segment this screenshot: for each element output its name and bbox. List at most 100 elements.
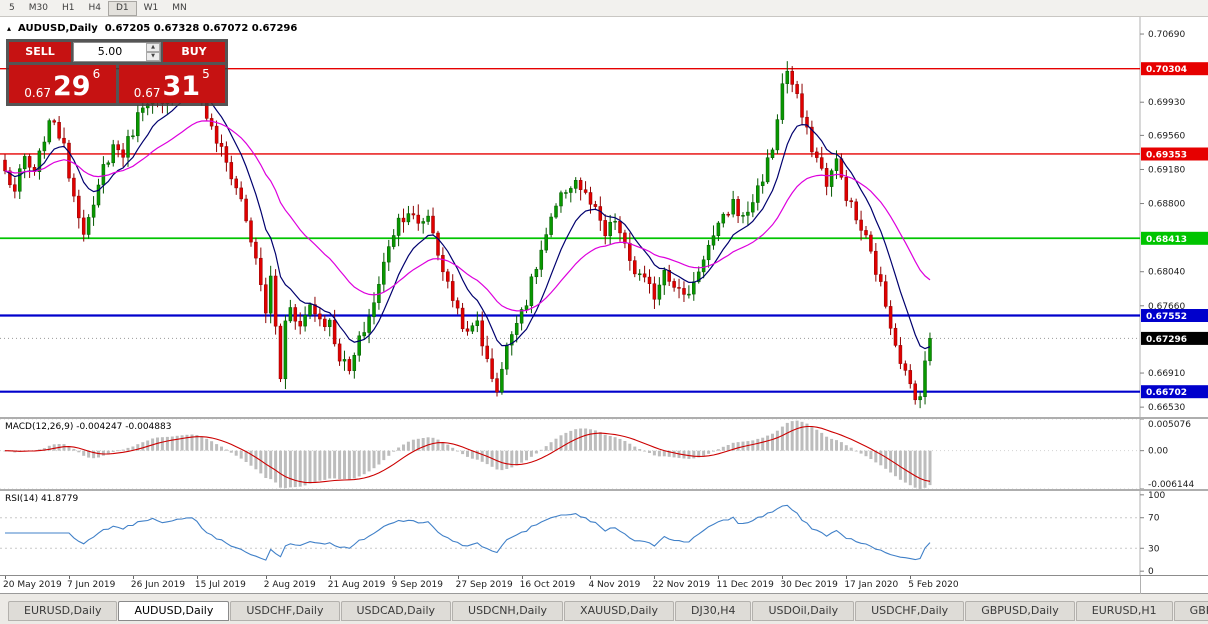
svg-text:0.67552: 0.67552 bbox=[1146, 312, 1187, 322]
svg-text:0.00: 0.00 bbox=[1148, 447, 1168, 457]
chart-tab-xauusd-daily[interactable]: XAUUSD,Daily bbox=[564, 601, 674, 621]
time-axis-tick bbox=[521, 576, 523, 579]
time-axis-tick bbox=[654, 576, 656, 579]
chart-tab-eurusd-daily[interactable]: EURUSD,Daily bbox=[8, 601, 118, 621]
svg-text:0.68040: 0.68040 bbox=[1148, 268, 1185, 278]
time-axis-label: 15 Jul 2019 bbox=[194, 580, 246, 590]
chart-tab-usdoil-daily[interactable]: USDOil,Daily bbox=[752, 601, 855, 621]
axis-corner-separator bbox=[1140, 576, 1141, 594]
svg-text:0.66910: 0.66910 bbox=[1148, 369, 1185, 379]
volume-input[interactable]: 5.00 bbox=[97, 45, 123, 58]
buy-price-big-digits: 31 bbox=[162, 71, 201, 102]
price-chart-canvas[interactable]: 0.70690 0.69930 0.69560 0.69180 0.68800 0.680… bbox=[0, 17, 1208, 417]
rsi-label: RSI(14) 41.8779 bbox=[5, 494, 79, 504]
svg-text:0.67296: 0.67296 bbox=[1146, 335, 1187, 345]
svg-text:0.69180: 0.69180 bbox=[1148, 165, 1185, 175]
chart-tab-usdcnh-daily[interactable]: USDCNH,Daily bbox=[452, 601, 564, 621]
sell-price-button[interactable]: 0.67 29 6 bbox=[9, 65, 116, 103]
time-axis-tick bbox=[457, 576, 459, 579]
chart-title: AUDUSD,Daily bbox=[18, 23, 98, 34]
buy-price-prefix: 0.67 bbox=[133, 86, 161, 100]
time-axis-tick bbox=[718, 576, 720, 579]
chart-tab-bar: EURUSD,Daily AUDUSD,Daily USDCHF,Daily USDC… bbox=[0, 593, 1208, 624]
time-axis-tick bbox=[196, 576, 198, 579]
time-axis-tick bbox=[846, 576, 848, 579]
svg-text:0.68800: 0.68800 bbox=[1148, 200, 1185, 210]
volume-down-icon[interactable]: ▼ bbox=[146, 52, 160, 61]
time-axis-tick bbox=[265, 576, 267, 579]
svg-text:30: 30 bbox=[1148, 544, 1160, 554]
timeframe-button-h4[interactable]: H4 bbox=[88, 2, 101, 13]
svg-text:0.66702: 0.66702 bbox=[1146, 388, 1187, 398]
chart-ohlc-values: 0.67205 0.67328 0.67072 0.67296 bbox=[104, 23, 298, 34]
time-axis-tick bbox=[68, 576, 70, 579]
chart-tab-usdchf-daily[interactable]: USDCHF,Daily bbox=[855, 601, 965, 621]
main-price-pane: 0.70690 0.69930 0.69560 0.69180 0.68800 0.680… bbox=[0, 17, 1208, 417]
chart-tab-audusd-daily[interactable]: AUDUSD,Daily bbox=[118, 601, 230, 621]
time-axis-label: 2 Aug 2019 bbox=[263, 580, 316, 590]
timeframe-button-w1[interactable]: W1 bbox=[143, 2, 159, 13]
volume-spinner: ▲ ▼ bbox=[146, 43, 160, 61]
chart-tab-dj30-h4[interactable]: DJ30,H4 bbox=[674, 601, 752, 621]
sell-price-pip-digit: 6 bbox=[92, 67, 101, 81]
chart-tab-eurusd-h1[interactable]: EURUSD,H1 bbox=[1075, 601, 1173, 621]
sell-price-big-digits: 29 bbox=[53, 71, 91, 102]
time-axis-label: 9 Sep 2019 bbox=[391, 580, 443, 590]
time-axis-label: 7 Jun 2019 bbox=[66, 580, 116, 590]
rsi-chart-canvas[interactable]: 100 70 30 0 bbox=[0, 491, 1208, 575]
time-axis-label: 22 Nov 2019 bbox=[652, 580, 711, 590]
chart-tab-usdcad-daily[interactable]: USDCAD,Daily bbox=[340, 601, 452, 621]
one-click-trading-panel: SELL 5.00 ▲ ▼ BUY 0.67 29 6 0.67 bbox=[6, 39, 228, 106]
svg-text:100: 100 bbox=[1148, 491, 1165, 501]
time-axis-label: 30 Dec 2019 bbox=[780, 580, 838, 590]
svg-text:0.005076: 0.005076 bbox=[1148, 420, 1191, 430]
timeframe-button-d1[interactable]: D1 bbox=[107, 0, 137, 16]
time-axis-tick bbox=[782, 576, 784, 579]
time-axis-tick bbox=[910, 576, 912, 579]
time-axis-tick bbox=[132, 576, 134, 579]
svg-text:0.68413: 0.68413 bbox=[1146, 235, 1187, 245]
svg-text:0.67660: 0.67660 bbox=[1148, 302, 1185, 312]
timeframe-button-mn[interactable]: MN bbox=[172, 2, 187, 13]
svg-text:0.69560: 0.69560 bbox=[1148, 131, 1185, 141]
sell-button[interactable]: SELL bbox=[9, 42, 71, 62]
svg-text:0: 0 bbox=[1148, 567, 1154, 575]
time-axis-label: 20 May 2019 bbox=[3, 580, 62, 590]
svg-text:0.69930: 0.69930 bbox=[1148, 98, 1185, 108]
buy-price-pip-digit: 5 bbox=[202, 67, 210, 81]
time-axis-label: 11 Dec 2019 bbox=[716, 580, 774, 590]
time-axis-tick bbox=[590, 576, 592, 579]
timeframe-toolbar: 5 M30 H1 H4 D1 W1 MN bbox=[0, 0, 1208, 17]
svg-text:0.69353: 0.69353 bbox=[1146, 150, 1187, 160]
time-axis-label: 26 Jun 2019 bbox=[130, 580, 186, 590]
time-axis-tick bbox=[5, 576, 6, 579]
volume-control: 5.00 ▲ ▼ bbox=[73, 42, 161, 62]
time-axis-label: 17 Jan 2020 bbox=[844, 580, 899, 590]
rsi-indicator-pane: 100 70 30 0 RSI(14) 41.8779 bbox=[0, 489, 1208, 575]
timeframe-button-5[interactable]: 5 bbox=[9, 2, 15, 13]
buy-price-button[interactable]: 0.67 31 5 bbox=[118, 65, 225, 103]
time-axis-label: 16 Oct 2019 bbox=[519, 580, 576, 590]
chart-tab-gbpaud-h1[interactable]: GBPAUD,H1 bbox=[1173, 601, 1208, 621]
svg-text:0.70304: 0.70304 bbox=[1146, 65, 1187, 75]
timeframe-button-m30[interactable]: M30 bbox=[28, 2, 48, 13]
time-axis-label: 27 Sep 2019 bbox=[455, 580, 513, 590]
macd-chart-canvas[interactable]: 0.005076 0.00 -0.006144 bbox=[0, 419, 1208, 489]
time-axis-label: 4 Nov 2019 bbox=[588, 580, 641, 590]
time-axis-label: 5 Feb 2020 bbox=[908, 580, 959, 590]
svg-text:-0.006144: -0.006144 bbox=[1148, 480, 1194, 489]
macd-label: MACD(12,26,9) -0.004247 -0.004883 bbox=[5, 422, 172, 432]
time-axis[interactable]: 20 May 2019 7 Jun 2019 26 Jun 2019 15 Jul 2… bbox=[0, 575, 1208, 594]
chart-marker-icon: ▴ bbox=[7, 24, 12, 33]
chart-tab-gbpusd-daily[interactable]: GBPUSD,Daily bbox=[965, 601, 1075, 621]
timeframe-button-h1[interactable]: H1 bbox=[61, 2, 75, 13]
time-axis-tick bbox=[393, 576, 395, 579]
time-axis-tick bbox=[329, 576, 331, 579]
svg-text:0.70690: 0.70690 bbox=[1148, 30, 1185, 40]
buy-button[interactable]: BUY bbox=[163, 42, 225, 62]
volume-up-icon[interactable]: ▲ bbox=[146, 43, 160, 52]
chart-header: ▴ AUDUSD,Daily 0.67205 0.67328 0.67072 0… bbox=[7, 23, 297, 34]
chart-tab-usdchf-daily[interactable]: USDCHF,Daily bbox=[230, 601, 340, 621]
macd-indicator-pane: 0.005076 0.00 -0.006144 MACD(12,26,9) -0.0… bbox=[0, 417, 1208, 489]
